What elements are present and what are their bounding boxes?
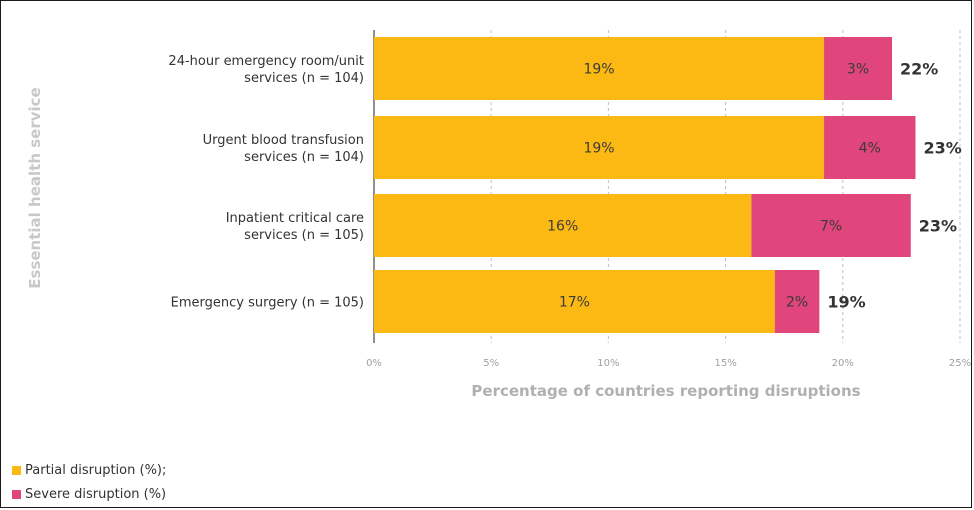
legend: Partial disruption (%); Severe disruptio… xyxy=(12,458,166,506)
bar-label-partial: 19% xyxy=(583,141,614,157)
bar-partial xyxy=(374,270,775,333)
bar-severe xyxy=(824,116,916,179)
bar-severe xyxy=(774,270,820,333)
category-label: services (n = 104) xyxy=(244,150,364,165)
legend-item-severe: Severe disruption (%) xyxy=(12,482,166,506)
total-label: 19% xyxy=(827,293,865,312)
bar-partial xyxy=(374,37,825,100)
legend-swatch-severe xyxy=(12,489,21,499)
category-label: Emergency surgery (n = 105) xyxy=(171,296,364,311)
bar-label-severe: 4% xyxy=(859,141,881,157)
bar-label-severe: 2% xyxy=(786,295,808,311)
x-tick-label: 20% xyxy=(832,358,854,369)
y-axis-title: Essential health service xyxy=(26,87,44,288)
x-tick-label: 10% xyxy=(597,358,619,369)
legend-swatch-partial xyxy=(12,465,21,475)
bar-label-severe: 7% xyxy=(820,219,842,235)
bar-partial xyxy=(374,116,825,179)
bar-label-severe: 3% xyxy=(847,62,869,78)
bar-severe xyxy=(824,37,893,100)
bar-severe xyxy=(751,194,911,257)
x-tick-label: 0% xyxy=(366,358,382,369)
category-label: 24-hour emergency room/unit xyxy=(168,54,364,69)
bar-label-partial: 17% xyxy=(559,295,590,311)
category-label: Urgent blood transfusion xyxy=(203,133,364,148)
bar-label-partial: 16% xyxy=(547,219,578,235)
bar-label-partial: 19% xyxy=(583,62,614,78)
x-tick-label: 25% xyxy=(949,358,971,369)
total-label: 22% xyxy=(900,60,938,79)
x-axis-title: Percentage of countries reporting disrup… xyxy=(471,382,860,400)
x-tick-label: 15% xyxy=(714,358,736,369)
legend-label-partial: Partial disruption (%); xyxy=(25,462,167,478)
category-label: services (n = 105) xyxy=(244,228,364,243)
legend-label-severe: Severe disruption (%) xyxy=(25,486,167,502)
category-label: services (n = 104) xyxy=(244,71,364,86)
bar-partial xyxy=(374,194,752,257)
category-label: Inpatient critical care xyxy=(226,211,364,226)
legend-item-partial: Partial disruption (%); xyxy=(12,458,166,482)
x-tick-label: 5% xyxy=(483,358,499,369)
total-label: 23% xyxy=(919,217,957,236)
total-label: 23% xyxy=(923,139,961,158)
